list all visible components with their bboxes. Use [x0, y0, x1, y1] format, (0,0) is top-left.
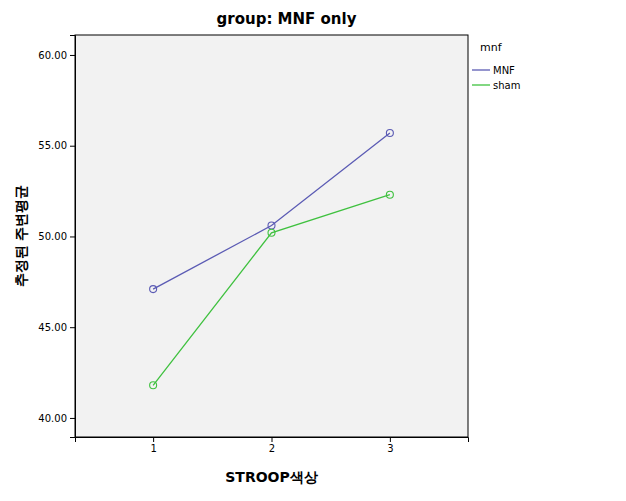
series-line — [153, 195, 390, 386]
legend-title: mnf — [480, 41, 503, 54]
legend-swatch — [472, 84, 490, 85]
y-tick: 50.00 — [38, 231, 75, 242]
marker — [150, 382, 157, 389]
x-tick-mark — [153, 437, 154, 442]
marker — [150, 286, 157, 293]
y-tick-label: 45.00 — [38, 322, 67, 333]
y-tick-label: 40.00 — [38, 413, 67, 424]
y-tick: 55.00 — [38, 140, 75, 151]
x-tick-label: 2 — [269, 443, 275, 454]
y-tick-mark — [70, 55, 75, 56]
y-axis-title: 추정된 주변평균 — [13, 185, 29, 288]
x-tick-mark — [272, 437, 273, 442]
y-tick: 40.00 — [38, 413, 75, 424]
x-tick-mark — [390, 437, 391, 442]
y-tick: 60.00 — [38, 50, 75, 61]
x-axis: 1 2 3 — [76, 437, 469, 454]
y-tick-label: 60.00 — [38, 50, 67, 61]
legend-label: MNF — [493, 65, 515, 76]
legend-swatch — [472, 69, 490, 70]
y-tick-mark — [70, 418, 75, 419]
y-tick-mark — [70, 327, 75, 328]
marker — [268, 229, 275, 236]
title: group: MNF only — [217, 10, 357, 28]
marker — [386, 130, 393, 137]
plot-area — [75, 35, 468, 437]
y-tick: 45.00 — [38, 322, 75, 333]
x-tick: 3 — [387, 437, 393, 454]
y-axis: 40.00 45.00 50.00 55.00 60.00 — [38, 36, 75, 438]
x-tick-label: 3 — [387, 443, 393, 454]
x-tick: 1 — [150, 437, 156, 454]
x-tick-label: 1 — [150, 443, 156, 454]
y-tick-label: 55.00 — [38, 140, 67, 151]
x-axis-title: STROOP색상 — [225, 469, 317, 485]
y-tick-label: 50.00 — [38, 231, 67, 242]
legend-label: sham — [493, 80, 520, 91]
marks — [150, 130, 394, 389]
marker — [268, 222, 275, 229]
y-axis-line — [70, 36, 76, 438]
x-tick: 2 — [269, 437, 275, 454]
legend: mnf MNF sham — [472, 41, 520, 91]
y-tick-mark — [70, 236, 75, 237]
series-line — [153, 133, 390, 289]
y-tick-mark — [70, 146, 75, 147]
marker — [386, 191, 393, 198]
chart: group: MNF only 40.00 45.00 50.00 55.00 60.00… — [0, 0, 626, 501]
x-axis-line — [76, 438, 469, 443]
